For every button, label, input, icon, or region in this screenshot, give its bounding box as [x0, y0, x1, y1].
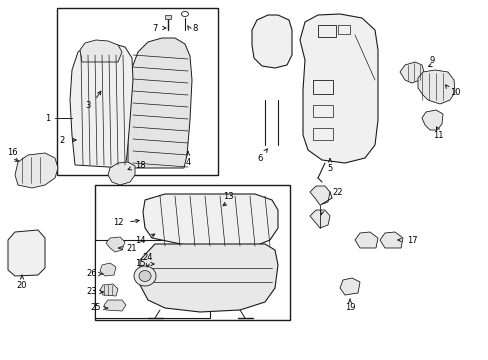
Polygon shape [142, 194, 278, 248]
Text: 21: 21 [126, 243, 137, 252]
Bar [317, 25, 335, 37]
Text: 3: 3 [85, 100, 90, 109]
Text: 16: 16 [7, 148, 17, 157]
Text: 6: 6 [257, 153, 262, 162]
Text: 24: 24 [142, 253, 153, 262]
Polygon shape [15, 153, 58, 188]
Bar [95, 185, 289, 320]
Polygon shape [417, 70, 454, 104]
Ellipse shape [139, 270, 151, 282]
Polygon shape [309, 186, 329, 205]
Text: 4: 4 [185, 158, 190, 166]
Text: 13: 13 [222, 192, 233, 201]
Polygon shape [104, 300, 126, 311]
Polygon shape [421, 110, 442, 130]
Bar [164, 15, 171, 19]
Text: 19: 19 [344, 303, 354, 312]
Text: 23: 23 [86, 288, 97, 297]
Text: 18: 18 [134, 161, 145, 170]
Text: 10: 10 [449, 87, 459, 96]
Polygon shape [299, 14, 377, 163]
Text: 9: 9 [428, 55, 434, 64]
Text: 2: 2 [59, 135, 64, 144]
Polygon shape [80, 40, 122, 62]
Polygon shape [354, 232, 377, 248]
Text: 22: 22 [332, 188, 343, 197]
Bar [312, 80, 332, 94]
Bar [57, 8, 218, 175]
Text: 14: 14 [135, 235, 145, 244]
Bar [312, 128, 332, 140]
Polygon shape [100, 284, 118, 296]
Text: 5: 5 [326, 163, 332, 172]
Text: 8: 8 [192, 23, 197, 32]
Text: 17: 17 [406, 235, 416, 244]
Text: 26: 26 [86, 270, 97, 279]
Bar [95, 240, 209, 318]
Text: 12: 12 [113, 217, 123, 226]
Polygon shape [251, 15, 291, 68]
Polygon shape [379, 232, 402, 248]
Polygon shape [309, 210, 329, 228]
Polygon shape [100, 263, 116, 276]
Text: 1: 1 [45, 113, 51, 122]
Text: 11: 11 [432, 131, 442, 140]
Ellipse shape [134, 266, 156, 286]
Polygon shape [339, 278, 359, 295]
Polygon shape [106, 237, 125, 252]
Text: 15: 15 [135, 260, 145, 269]
Polygon shape [140, 244, 278, 312]
Polygon shape [70, 43, 133, 168]
Polygon shape [108, 162, 135, 185]
Polygon shape [399, 62, 423, 83]
Bar [312, 105, 332, 117]
Text: 20: 20 [17, 280, 27, 289]
Polygon shape [8, 230, 45, 276]
Bar [337, 25, 349, 34]
Text: 25: 25 [91, 303, 101, 312]
Polygon shape [128, 38, 192, 168]
Text: 7: 7 [152, 23, 157, 32]
